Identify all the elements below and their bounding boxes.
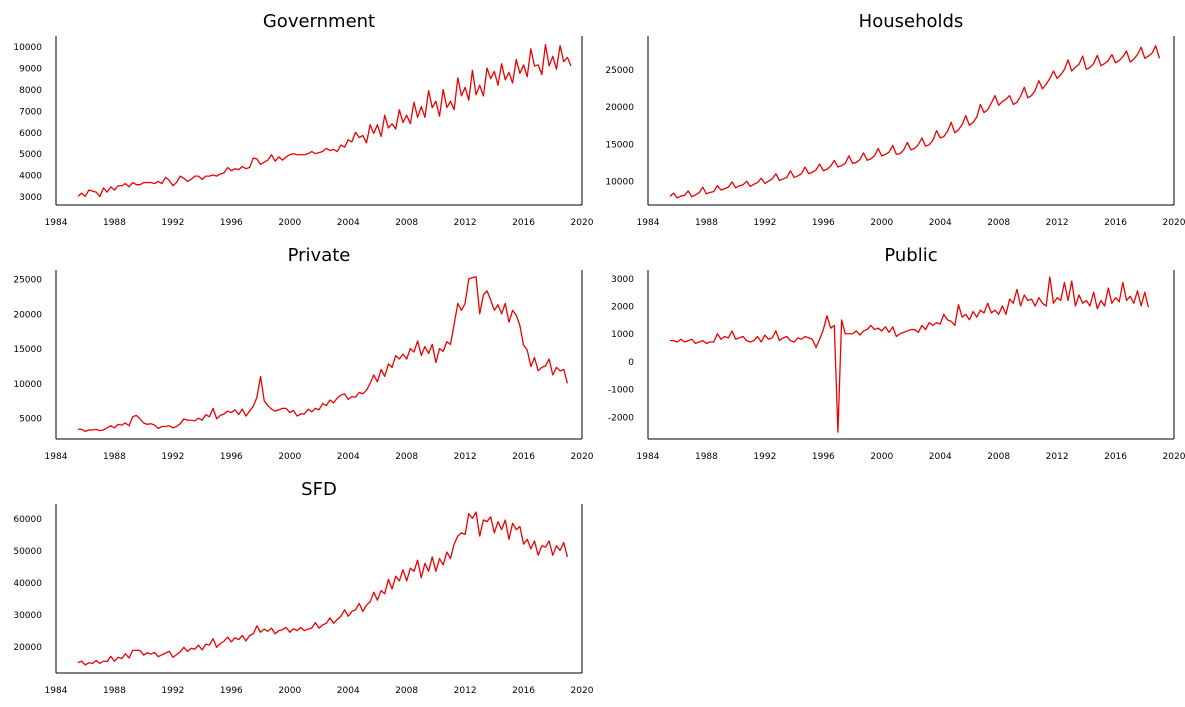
x-tick-label: 2020	[571, 686, 594, 696]
x-tick-label: 1984	[45, 218, 68, 228]
x-tick-label: 2012	[1046, 452, 1069, 462]
y-tick-label: 20000	[605, 103, 634, 113]
series-line	[77, 511, 569, 666]
x-tick-label: 2004	[337, 452, 360, 462]
y-tick-label: 1000	[611, 330, 634, 340]
x-tick-label: 2000	[278, 218, 301, 228]
x-tick-label: 1992	[161, 452, 184, 462]
x-tick-label: 1988	[695, 218, 718, 228]
x-tick-label: 1996	[220, 686, 243, 696]
x-tick-label: 2004	[337, 686, 360, 696]
panel-title: Government	[263, 11, 375, 32]
x-tick-label: 2016	[1104, 452, 1127, 462]
x-tick-label: 2012	[454, 686, 477, 696]
y-tick-label: 6000	[19, 129, 42, 139]
series-line	[669, 45, 1161, 199]
x-tick-label: 2020	[571, 218, 594, 228]
x-tick-label: 2000	[278, 686, 301, 696]
x-tick-label: 2020	[1163, 452, 1185, 462]
y-tick-label: 15000	[13, 345, 42, 355]
x-tick-label: 1996	[812, 452, 835, 462]
y-tick-label: 4000	[19, 172, 42, 182]
y-tick-label: 0	[628, 358, 634, 368]
panel-public: Public 1984 1988 1992 1996 2000 2004 2008 2012 20…	[608, 245, 1185, 462]
panel-private: Private 1984 1988 1992 1996 2000 2004 2008 2012 2…	[13, 245, 593, 462]
x-tick-label: 2012	[1046, 218, 1069, 228]
panel-government: Government 1984 1988 1992 1996 2000 2004 2008 20…	[13, 11, 593, 228]
x-tick-label: 2016	[1104, 218, 1127, 228]
x-tick-label: 2000	[870, 218, 893, 228]
y-tick-label: -1000	[608, 386, 634, 396]
x-tick-label: 1996	[220, 452, 243, 462]
x-tick-label: 1984	[637, 452, 660, 462]
y-tick-label: 25000	[605, 66, 634, 76]
x-tick-label: 2012	[454, 452, 477, 462]
x-tick-label: 2004	[337, 218, 360, 228]
x-tick-label: 2020	[571, 452, 594, 462]
y-tick-label: 2000	[611, 303, 634, 313]
x-tick-label: 2004	[929, 452, 952, 462]
x-tick-label: 1984	[637, 218, 660, 228]
y-tick-label: 60000	[13, 515, 42, 525]
x-tick-label: 2016	[512, 218, 535, 228]
x-tick-label: 1988	[103, 452, 126, 462]
panel-title: Public	[884, 245, 937, 266]
panel-sfd: SFD 1984 1988 1992 1996 2000 2004 2008 2012 2016 2…	[13, 479, 593, 696]
x-tick-label: 1992	[161, 686, 184, 696]
y-tick-label: 3000	[19, 193, 42, 203]
y-tick-label: 20000	[13, 310, 42, 320]
y-tick-label: -2000	[608, 413, 634, 423]
y-tick-label: 10000	[13, 43, 42, 53]
x-tick-label: 2020	[1163, 218, 1185, 228]
y-tick-label: 5000	[19, 415, 42, 425]
x-tick-label: 2008	[395, 686, 418, 696]
x-tick-label: 1996	[812, 218, 835, 228]
y-tick-label: 9000	[19, 65, 42, 75]
x-tick-label: 1996	[220, 218, 243, 228]
x-tick-label: 1984	[45, 452, 68, 462]
series-line	[77, 43, 572, 198]
x-tick-label: 2008	[395, 218, 418, 228]
x-tick-label: 1988	[103, 686, 126, 696]
y-tick-label: 15000	[605, 140, 634, 150]
y-tick-label: 20000	[13, 643, 42, 653]
x-tick-label: 2016	[512, 452, 535, 462]
y-tick-label: 30000	[13, 611, 42, 621]
panel-title: Households	[859, 11, 964, 32]
panel-title: Private	[288, 245, 351, 266]
x-tick-label: 2012	[454, 218, 477, 228]
x-tick-label: 1992	[753, 218, 776, 228]
y-tick-label: 7000	[19, 107, 42, 117]
x-tick-label: 1984	[45, 686, 68, 696]
series-line	[77, 276, 569, 433]
x-tick-label: 1992	[753, 452, 776, 462]
y-tick-label: 3000	[611, 275, 634, 285]
panel-title: SFD	[301, 479, 337, 500]
y-tick-label: 40000	[13, 579, 42, 589]
y-tick-label: 50000	[13, 547, 42, 557]
y-tick-label: 5000	[19, 150, 42, 160]
x-tick-label: 1992	[161, 218, 184, 228]
x-tick-label: 2004	[929, 218, 952, 228]
x-tick-label: 1988	[103, 218, 126, 228]
x-tick-label: 2008	[987, 452, 1010, 462]
x-tick-label: 2008	[987, 218, 1010, 228]
y-tick-label: 8000	[19, 86, 42, 96]
y-tick-label: 10000	[13, 380, 42, 390]
x-tick-label: 2008	[395, 452, 418, 462]
x-tick-label: 2016	[512, 686, 535, 696]
x-tick-label: 1988	[695, 452, 718, 462]
y-tick-label: 25000	[13, 276, 42, 286]
y-tick-label: 10000	[605, 178, 634, 188]
series-line	[669, 276, 1150, 433]
x-tick-label: 2000	[278, 452, 301, 462]
panel-households: Households 1984 1988 1992 1996 2000 2004 2008 20…	[605, 11, 1185, 228]
x-tick-label: 2000	[870, 452, 893, 462]
